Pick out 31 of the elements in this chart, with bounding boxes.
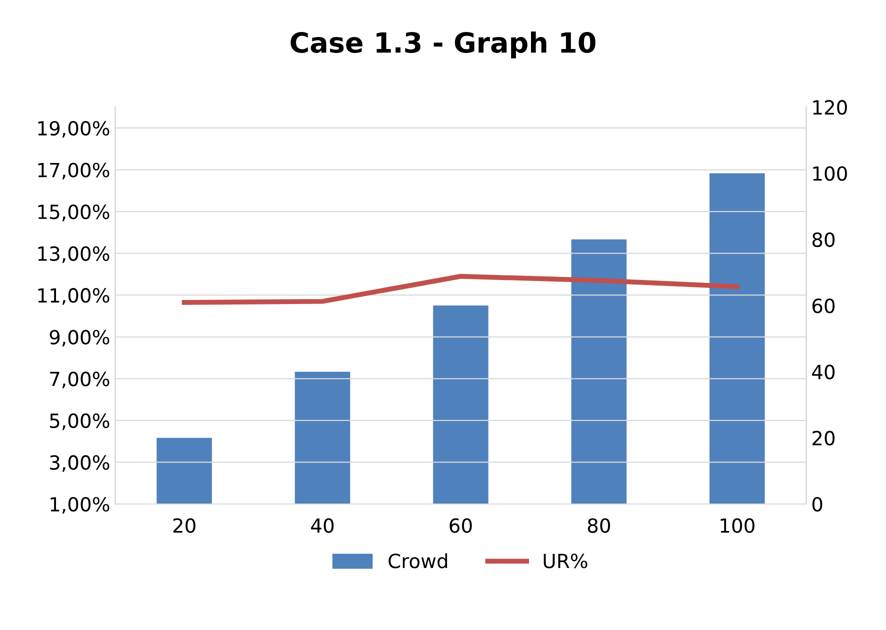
x-tick-label: 40: [311, 518, 334, 533]
y-tick-label: 1,00%: [50, 496, 110, 514]
y-tick-label: 3,00%: [50, 455, 110, 472]
y-tick-label: 5,00%: [50, 413, 110, 430]
x-tick-label: 60: [450, 518, 472, 533]
y-tick-label: 17,00%: [38, 162, 110, 180]
y2-tick-label: 60: [812, 298, 835, 314]
bar: [571, 239, 627, 504]
y-tick-label: 7,00%: [50, 372, 110, 388]
y2-tick-label: 80: [812, 232, 835, 248]
y-tick-label: 13,00%: [38, 246, 110, 263]
legend-label: Crowd: [388, 553, 448, 568]
bar: [294, 372, 350, 504]
y-tick-label: 11,00%: [38, 288, 110, 305]
chart-title: Case 1.3 - Graph 10: [290, 32, 596, 58]
y2-tick-label: 20: [812, 430, 835, 446]
y-tick-label: 19,00%: [38, 120, 110, 138]
bar: [710, 173, 765, 504]
y2-tick-label: 0: [812, 496, 822, 512]
y2-tick-label: 100: [813, 166, 847, 181]
x-tick-label: 80: [588, 518, 610, 533]
bar: [433, 306, 488, 504]
bar: [156, 438, 212, 504]
line-series: [182, 274, 740, 305]
x-tick-label: 20: [173, 518, 196, 533]
legend-label: UR%: [544, 554, 588, 568]
y-tick-label: 15,00%: [38, 204, 110, 222]
y2-tick-label: 120: [813, 100, 847, 115]
x-tick-label: 100: [720, 518, 754, 533]
y-tick-label: 9,00%: [50, 330, 110, 347]
y2-tick-label: 40: [812, 364, 835, 380]
